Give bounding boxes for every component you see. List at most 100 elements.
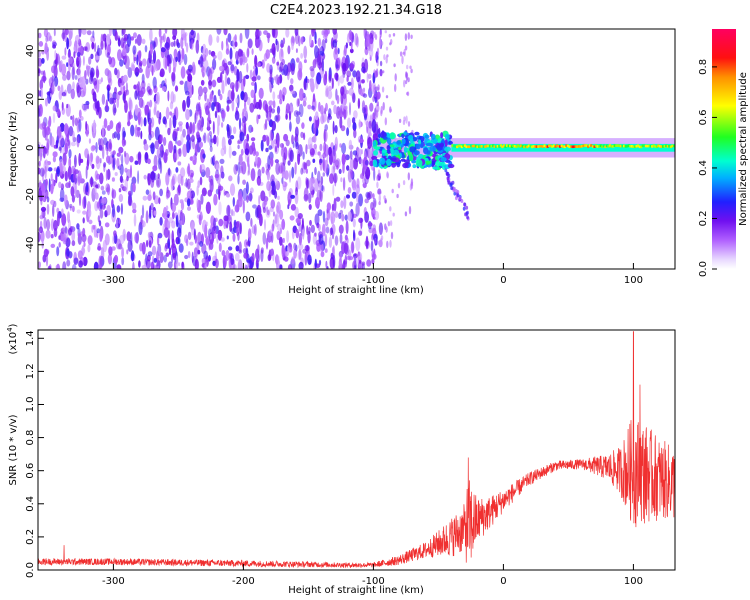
heatmap-cell xyxy=(334,45,338,55)
heatmap-cell xyxy=(180,175,184,186)
heatmap-cell xyxy=(593,145,596,148)
heatmap-cell xyxy=(244,264,248,269)
heatmap-cell xyxy=(43,29,49,38)
heatmap-cell xyxy=(468,145,471,149)
heatmap-cell xyxy=(312,59,316,67)
heatmap-cell xyxy=(271,43,276,56)
heatmap-cell xyxy=(279,227,282,235)
heatmap-cell xyxy=(349,63,355,70)
heatmap-cell xyxy=(126,231,131,242)
heatmap-cell xyxy=(39,167,45,177)
heatmap-cell xyxy=(389,144,395,148)
heatmap-cell xyxy=(465,145,468,149)
heatmap-cell xyxy=(126,175,129,182)
heatmap-cell xyxy=(44,42,48,55)
heatmap-cell xyxy=(353,110,358,119)
heatmap-cell xyxy=(250,89,255,99)
heatmap-cell xyxy=(496,145,499,148)
heatmap-cell xyxy=(328,108,332,118)
heatmap-cell xyxy=(619,144,623,148)
heatmap-cell xyxy=(209,178,214,193)
heatmap-cell xyxy=(137,153,142,166)
heatmap-cell xyxy=(124,139,127,146)
heatmap-cell xyxy=(327,89,333,100)
heatmap-cell xyxy=(633,145,637,148)
heatmap-cell xyxy=(99,230,103,242)
heatmap-cell xyxy=(250,168,256,182)
heatmap-cell xyxy=(235,97,239,104)
colorbar-tick-label: 0.4 xyxy=(698,160,709,176)
heatmap-cell xyxy=(373,248,376,260)
heatmap-cell xyxy=(341,63,347,75)
heatmap-cell xyxy=(268,145,273,150)
heatmap-cell xyxy=(349,102,351,116)
heatmap-cell xyxy=(141,204,145,219)
heatmap-cell xyxy=(234,252,240,262)
heatmap-cell xyxy=(355,70,361,83)
heatmap-cell xyxy=(156,265,160,269)
heatmap-cell xyxy=(229,47,233,61)
heatmap-cell xyxy=(301,122,305,129)
heatmap-cell xyxy=(324,124,329,131)
heatmap-cell xyxy=(319,154,323,159)
heatmap-cell xyxy=(368,87,373,99)
heatmap-cell xyxy=(333,104,337,115)
heatmap-cell xyxy=(601,145,604,148)
heatmap-cell xyxy=(100,33,104,47)
heatmap-cell xyxy=(187,73,193,83)
heatmap-cell xyxy=(668,144,671,148)
heatmap-cell xyxy=(52,112,56,124)
heatmap-cell xyxy=(279,264,283,269)
heatmap-cell xyxy=(147,173,151,186)
heatmap-cell xyxy=(167,243,171,250)
heatmap-cell xyxy=(387,221,391,227)
heatmap-cell xyxy=(53,200,57,208)
heatmap-cell xyxy=(103,137,108,146)
heatmap-cell xyxy=(156,147,161,159)
heatmap-cell xyxy=(271,84,274,89)
heatmap-cell xyxy=(288,111,292,121)
heatmap-cell xyxy=(393,63,396,68)
heatmap-cell xyxy=(187,231,192,241)
heatmap-cell xyxy=(368,120,372,129)
heatmap-cell xyxy=(396,193,399,199)
heatmap-cell xyxy=(73,257,79,265)
heatmap-cell xyxy=(337,75,340,87)
heatmap-cell xyxy=(282,237,285,244)
heatmap-cell xyxy=(234,41,238,48)
heatmap-cell xyxy=(119,156,123,161)
heatmap-cell xyxy=(322,156,325,171)
heatmap-cell xyxy=(137,111,141,126)
heatmap-cell xyxy=(275,162,281,175)
heatmap-cell xyxy=(325,102,328,112)
heatmap-cell xyxy=(153,154,158,169)
heatmap-cell xyxy=(406,64,409,70)
heatmap-cell xyxy=(266,180,271,192)
heatmap-cell xyxy=(42,196,46,203)
heatmap-cell xyxy=(80,231,84,236)
heatmap-cell xyxy=(228,144,232,159)
heatmap-cell xyxy=(588,144,591,147)
heatmap-cell xyxy=(64,226,68,234)
heatmap-cell xyxy=(188,136,192,150)
heatmap-cell xyxy=(83,195,87,209)
heatmap-cell xyxy=(283,181,285,186)
heatmap-cell xyxy=(290,194,295,199)
heatmap-cell xyxy=(381,130,385,137)
heatmap-cell xyxy=(220,147,225,157)
heatmap-cell xyxy=(323,128,326,143)
heatmap-cell xyxy=(230,209,234,217)
heatmap-cell xyxy=(247,228,252,241)
heatmap-cell xyxy=(356,178,360,189)
heatmap-cell xyxy=(386,137,392,145)
heatmap-cell xyxy=(294,191,299,205)
heatmap-cell xyxy=(94,98,98,109)
heatmap-cell xyxy=(410,181,414,190)
heatmap-cell xyxy=(358,203,360,215)
heatmap-cell xyxy=(355,237,361,252)
heatmap-cell xyxy=(291,166,295,179)
heatmap-cell xyxy=(178,123,183,132)
heatmap-cell xyxy=(407,77,410,83)
heatmap-cell xyxy=(159,216,163,226)
heatmap-cell xyxy=(362,93,368,98)
